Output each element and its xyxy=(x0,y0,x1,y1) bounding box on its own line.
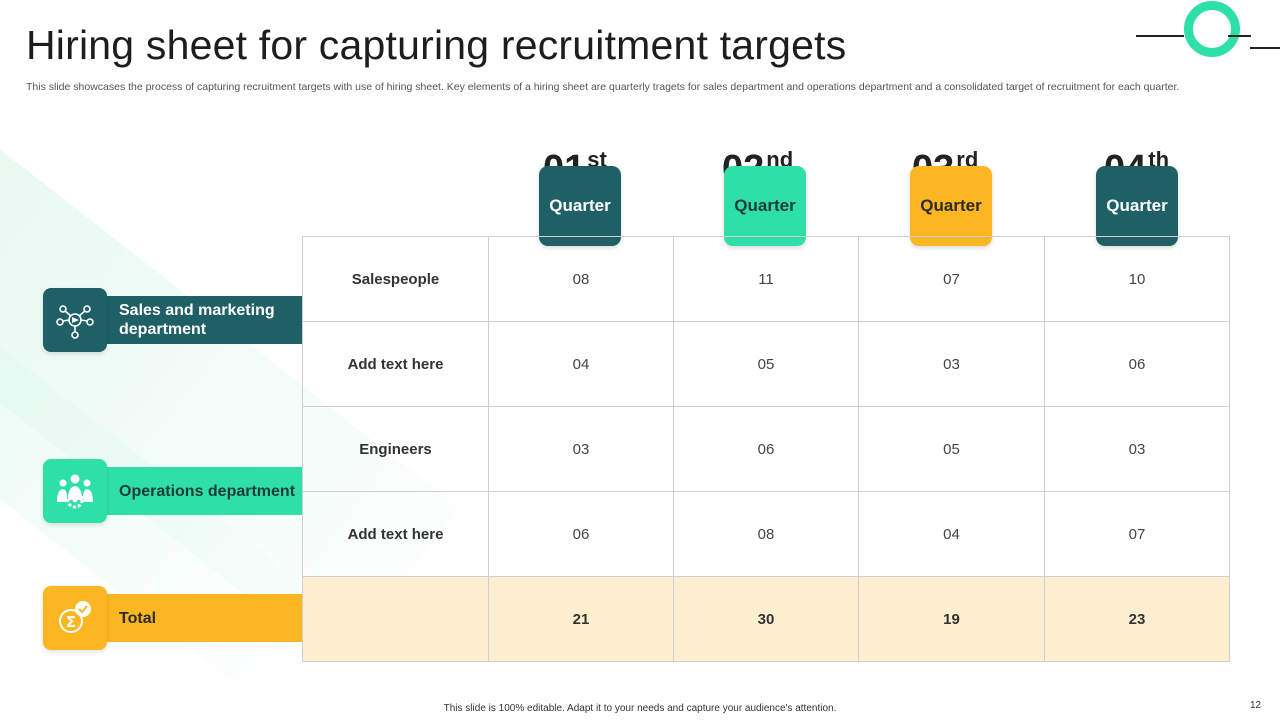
row-label: Add text here xyxy=(302,491,489,577)
decor-line xyxy=(1250,47,1280,49)
network-people-icon xyxy=(43,288,107,352)
total-row-label-cell xyxy=(302,576,489,662)
svg-text:Σ: Σ xyxy=(66,613,76,631)
table-cell: 07 xyxy=(1044,491,1230,577)
row-label: Add text here xyxy=(302,321,489,407)
table-cell: 03 xyxy=(488,406,674,492)
quarter-label-box: Quarter xyxy=(724,166,806,246)
total-row: 21 30 19 23 xyxy=(302,576,1230,662)
dept-label: Operations department xyxy=(103,467,302,515)
total-cell: 23 xyxy=(1044,576,1230,662)
quarter-label-box: Quarter xyxy=(539,166,621,246)
table-cell: 04 xyxy=(858,491,1045,577)
table-cell: 03 xyxy=(858,321,1045,407)
decor-line xyxy=(1136,35,1184,37)
table-row: Salespeople 08 11 07 10 xyxy=(302,236,1230,322)
table-cell: 10 xyxy=(1044,236,1230,322)
table-cell: 11 xyxy=(673,236,859,322)
quarter-header-1: 01st Quarter xyxy=(539,140,639,250)
table-cell: 07 xyxy=(858,236,1045,322)
quarter-header-2: 02nd Quarter xyxy=(722,140,824,250)
table-row: Engineers 03 06 05 03 xyxy=(302,406,1230,492)
ring-decoration-icon xyxy=(1184,1,1240,57)
dept-label: Total xyxy=(103,594,302,642)
table-row: Add text here 06 08 04 07 xyxy=(302,491,1230,577)
row-label: Salespeople xyxy=(302,236,489,322)
table-cell: 05 xyxy=(858,406,1045,492)
sigma-check-icon: Σ xyxy=(43,586,107,650)
table-cell: 05 xyxy=(673,321,859,407)
table-cell: 03 xyxy=(1044,406,1230,492)
row-label: Engineers xyxy=(302,406,489,492)
slide-subtitle: This slide showcases the process of capt… xyxy=(26,81,1180,93)
table-cell: 04 xyxy=(488,321,674,407)
page-number: 12 xyxy=(1250,700,1262,711)
table-cell: 06 xyxy=(673,406,859,492)
table-cell: 06 xyxy=(488,491,674,577)
quarter-header-3: 03rd Quarter xyxy=(910,140,1010,250)
footer-note: This slide is 100% editable. Adapt it to… xyxy=(443,703,837,714)
quarter-label-box: Quarter xyxy=(1096,166,1178,246)
table-row: Add text here 04 05 03 06 xyxy=(302,321,1230,407)
team-gear-icon xyxy=(43,459,107,523)
table-cell: 06 xyxy=(1044,321,1230,407)
quarter-header-4: 04th Quarter xyxy=(1096,140,1196,250)
total-cell: 19 xyxy=(858,576,1045,662)
quarter-label-box: Quarter xyxy=(910,166,992,246)
decor-line xyxy=(1228,35,1251,37)
table-cell: 08 xyxy=(673,491,859,577)
slide-title: Hiring sheet for capturing recruitment t… xyxy=(26,22,847,68)
table-cell: 08 xyxy=(488,236,674,322)
total-cell: 21 xyxy=(488,576,674,662)
dept-label: Sales and marketing department xyxy=(103,296,302,344)
total-cell: 30 xyxy=(673,576,859,662)
hiring-table: Salespeople 08 11 07 10 Add text here 04… xyxy=(302,236,1230,662)
